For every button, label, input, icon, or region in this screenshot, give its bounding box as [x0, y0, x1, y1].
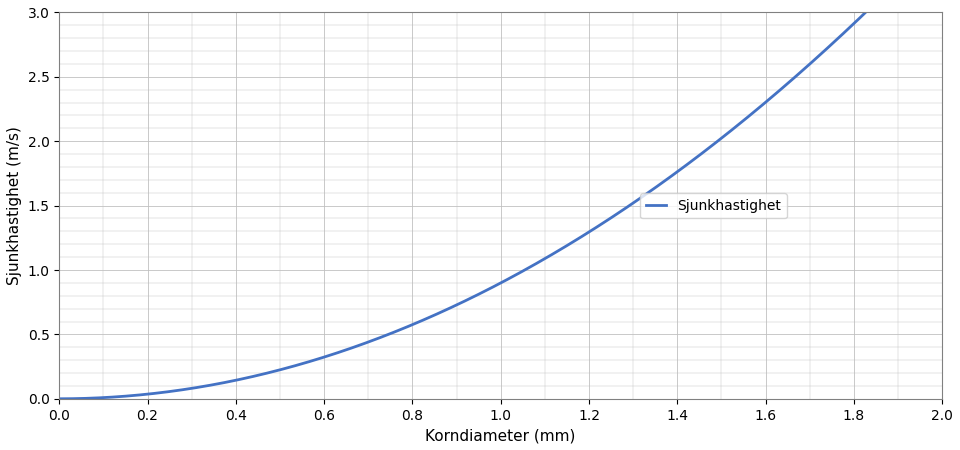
- Sjunkhastighet: [742, 114, 754, 120]
- Line: Sjunkhastighet: Sjunkhastighet: [60, 0, 942, 399]
- Y-axis label: Sjunkhastighet (m/s): Sjunkhastighet (m/s): [7, 126, 22, 285]
- X-axis label: Korndiameter (mm): Korndiameter (mm): [425, 428, 576, 443]
- Sjunkhastighet: [144, 391, 156, 396]
- Sjunkhastighet: [411, 320, 422, 326]
- Sjunkhastighet: [443, 306, 454, 311]
- Legend: Sjunkhastighet: Sjunkhastighet: [640, 193, 787, 218]
- Sjunkhastighet: [660, 178, 671, 183]
- Sjunkhastighet: [54, 396, 65, 401]
- Sjunkhastighet: [757, 101, 769, 107]
